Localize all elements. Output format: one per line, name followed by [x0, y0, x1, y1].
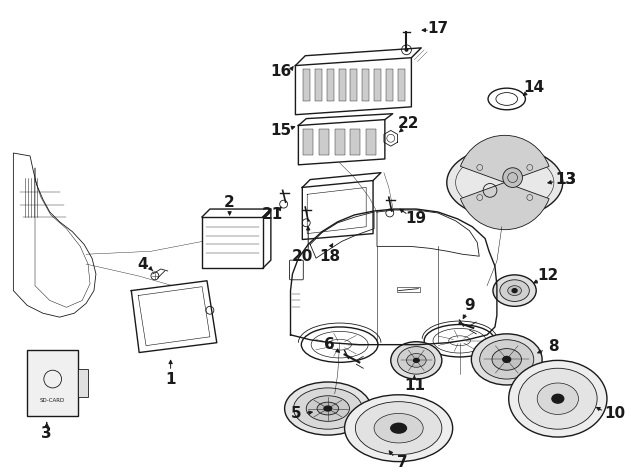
Text: 21: 21 — [262, 207, 284, 222]
Text: 14: 14 — [524, 80, 545, 95]
Text: 9: 9 — [464, 298, 475, 313]
Ellipse shape — [512, 289, 517, 292]
Ellipse shape — [307, 396, 349, 422]
Text: 10: 10 — [604, 406, 625, 421]
Ellipse shape — [397, 347, 435, 374]
Ellipse shape — [447, 147, 563, 218]
Ellipse shape — [509, 360, 607, 437]
Ellipse shape — [285, 382, 371, 435]
Text: 13: 13 — [555, 172, 576, 187]
Ellipse shape — [493, 275, 536, 306]
Ellipse shape — [413, 358, 419, 362]
Ellipse shape — [503, 357, 511, 362]
Wedge shape — [460, 182, 549, 230]
Ellipse shape — [294, 388, 362, 429]
Text: 8: 8 — [548, 339, 559, 354]
Bar — [303, 70, 310, 101]
Text: 13: 13 — [555, 172, 576, 187]
Text: 22: 22 — [397, 116, 419, 131]
Ellipse shape — [324, 406, 332, 411]
Text: 19: 19 — [406, 211, 427, 227]
Text: 7: 7 — [397, 455, 408, 470]
Bar — [327, 70, 333, 101]
FancyBboxPatch shape — [27, 349, 78, 416]
Text: 1: 1 — [165, 372, 176, 387]
Ellipse shape — [480, 340, 534, 379]
Ellipse shape — [317, 402, 339, 415]
Text: 6: 6 — [324, 337, 335, 352]
Bar — [339, 70, 346, 101]
Text: 16: 16 — [270, 64, 291, 79]
Circle shape — [404, 48, 408, 52]
Bar — [78, 369, 88, 397]
Bar — [315, 70, 322, 101]
Ellipse shape — [500, 280, 529, 301]
Circle shape — [503, 168, 522, 187]
Bar — [303, 130, 313, 155]
Ellipse shape — [391, 423, 406, 433]
Text: 5: 5 — [291, 406, 301, 421]
Ellipse shape — [374, 414, 423, 443]
Wedge shape — [460, 135, 549, 182]
Bar — [319, 130, 329, 155]
Text: 11: 11 — [404, 378, 425, 393]
Ellipse shape — [406, 354, 426, 367]
Text: 3: 3 — [42, 426, 52, 440]
Ellipse shape — [471, 334, 542, 385]
Ellipse shape — [552, 394, 564, 403]
Bar — [362, 70, 369, 101]
Ellipse shape — [537, 383, 579, 414]
Text: 4: 4 — [138, 257, 148, 272]
Bar — [374, 70, 381, 101]
Text: 2: 2 — [224, 195, 235, 210]
Bar — [351, 70, 357, 101]
Ellipse shape — [518, 368, 597, 429]
Text: 12: 12 — [538, 268, 559, 284]
Text: SD-CARD: SD-CARD — [40, 398, 65, 403]
Text: 15: 15 — [270, 123, 291, 138]
Bar — [386, 70, 393, 101]
Bar — [397, 70, 404, 101]
Bar — [351, 130, 360, 155]
Text: 17: 17 — [428, 21, 449, 36]
Ellipse shape — [344, 395, 452, 462]
Bar — [397, 287, 420, 292]
Ellipse shape — [391, 342, 442, 379]
Text: 18: 18 — [319, 249, 340, 264]
Text: 20: 20 — [292, 249, 313, 264]
Bar — [366, 130, 376, 155]
Ellipse shape — [355, 402, 442, 455]
Ellipse shape — [492, 349, 522, 370]
Ellipse shape — [508, 286, 522, 295]
Bar — [335, 130, 344, 155]
